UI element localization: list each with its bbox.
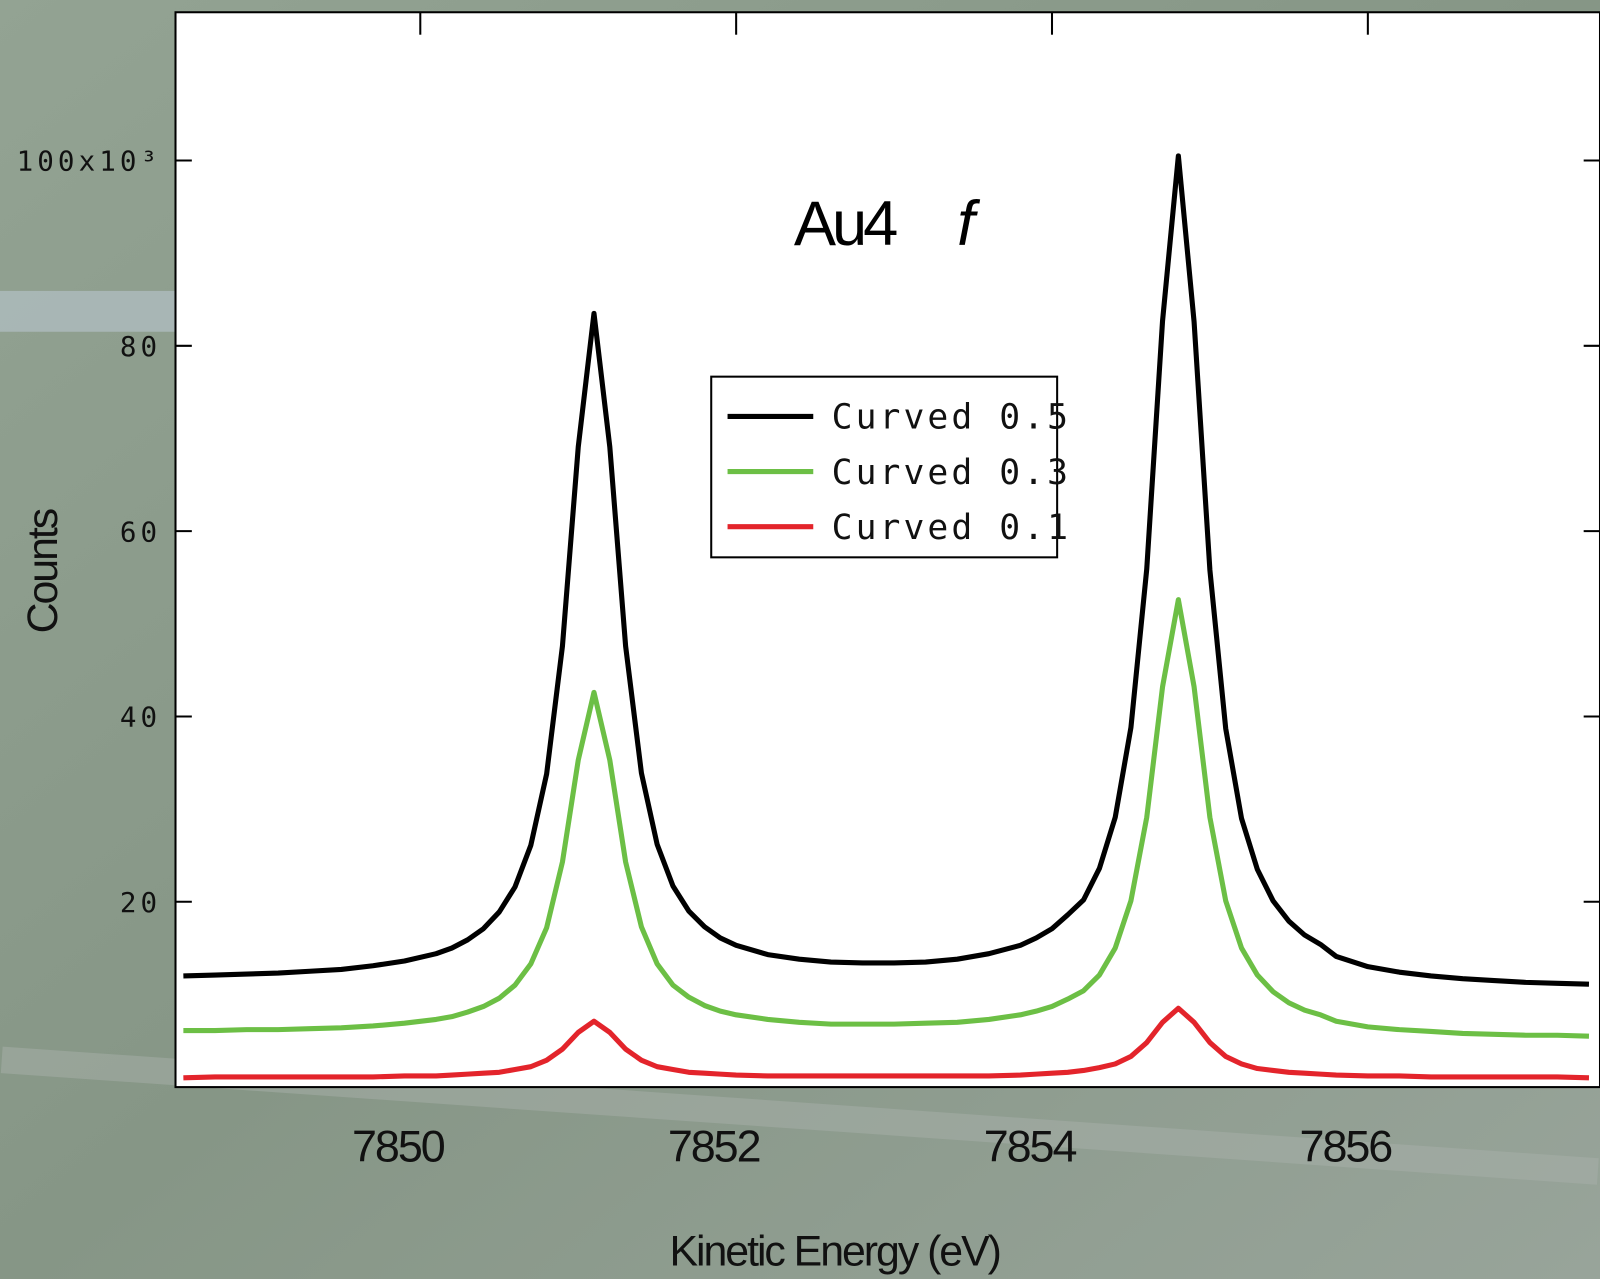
y-tick-label: 100x10³ — [17, 146, 162, 178]
x-tick-label: 7850 — [352, 1121, 445, 1172]
x-tick-label: 7856 — [1300, 1121, 1392, 1172]
background-stripe — [0, 290, 176, 332]
y-tick-label: 80 — [120, 331, 161, 363]
legend: Curved 0.5 Curved 0.3 Curved 0.1 — [710, 375, 1071, 559]
y-tick-label: 20 — [120, 887, 161, 919]
legend-label: Curved 0.5 — [832, 398, 1071, 438]
y-tick-label: 60 — [120, 516, 161, 548]
series-line — [183, 597, 1590, 1039]
x-tick-label: 7854 — [984, 1121, 1077, 1172]
legend-label: Curved 0.1 — [832, 508, 1071, 548]
x-axis-label: Kinetic Energy (eV) — [669, 1228, 999, 1276]
x-tick-label: 7852 — [668, 1121, 760, 1172]
y-axis-label: Counts — [19, 509, 67, 633]
y-tick-label: 40 — [120, 702, 161, 734]
series-line — [183, 1005, 1590, 1081]
title-main: Au4 — [794, 189, 897, 259]
series-line — [183, 153, 1590, 987]
legend-label: Curved 0.3 — [832, 453, 1071, 493]
